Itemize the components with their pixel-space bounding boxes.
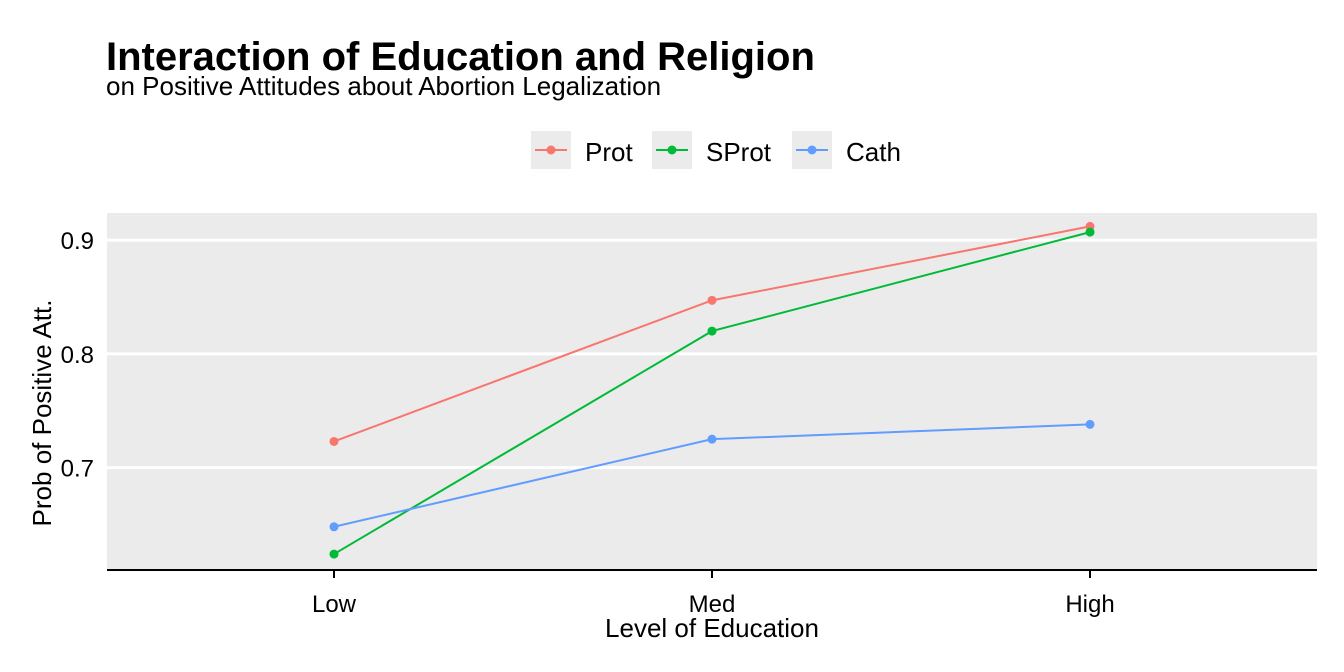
data-point — [329, 549, 339, 559]
series-sprot — [329, 227, 1095, 559]
legend-key-point — [546, 145, 556, 155]
legend-item-cath: Cath — [792, 131, 901, 169]
chart-title: Interaction of Education and Religion — [106, 35, 815, 79]
x-tick-label: Med — [689, 591, 736, 618]
y-tick-label: 0.7 — [61, 456, 94, 483]
y-tick-label: 0.8 — [61, 342, 94, 369]
y-axis-ticks: 0.7 0.8 0.9 — [61, 228, 94, 483]
x-tick-label: Low — [312, 591, 357, 618]
chart-subtitle: on Positive Attitudes about Abortion Leg… — [106, 71, 661, 101]
data-point — [329, 436, 339, 446]
legend-label: Prot — [585, 137, 633, 167]
data-point — [707, 295, 717, 305]
x-tick-label: High — [1065, 591, 1114, 618]
data-point — [1085, 419, 1095, 429]
gridlines — [107, 238, 1317, 470]
legend-item-prot: Prot — [531, 131, 633, 169]
data-point — [707, 326, 717, 336]
series-cath — [329, 419, 1095, 532]
data-point — [1085, 227, 1095, 237]
legend: Prot SProt Cath — [531, 131, 901, 169]
series-prot — [329, 221, 1095, 446]
data-point — [707, 434, 717, 444]
legend-label: Cath — [846, 137, 901, 167]
y-tick-label: 0.9 — [61, 228, 94, 255]
legend-label: SProt — [706, 137, 772, 167]
plot-panel — [107, 213, 1317, 570]
x-axis-title: Level of Education — [605, 613, 819, 643]
legend-key-point — [807, 145, 817, 155]
legend-key-point — [667, 145, 677, 155]
x-axis-ticks: Low Med High — [312, 570, 1115, 618]
legend-item-sprot: SProt — [652, 131, 772, 169]
data-point — [329, 522, 339, 532]
y-axis-title: Prob of Positive Att. — [27, 300, 57, 527]
series-layer — [329, 221, 1095, 559]
